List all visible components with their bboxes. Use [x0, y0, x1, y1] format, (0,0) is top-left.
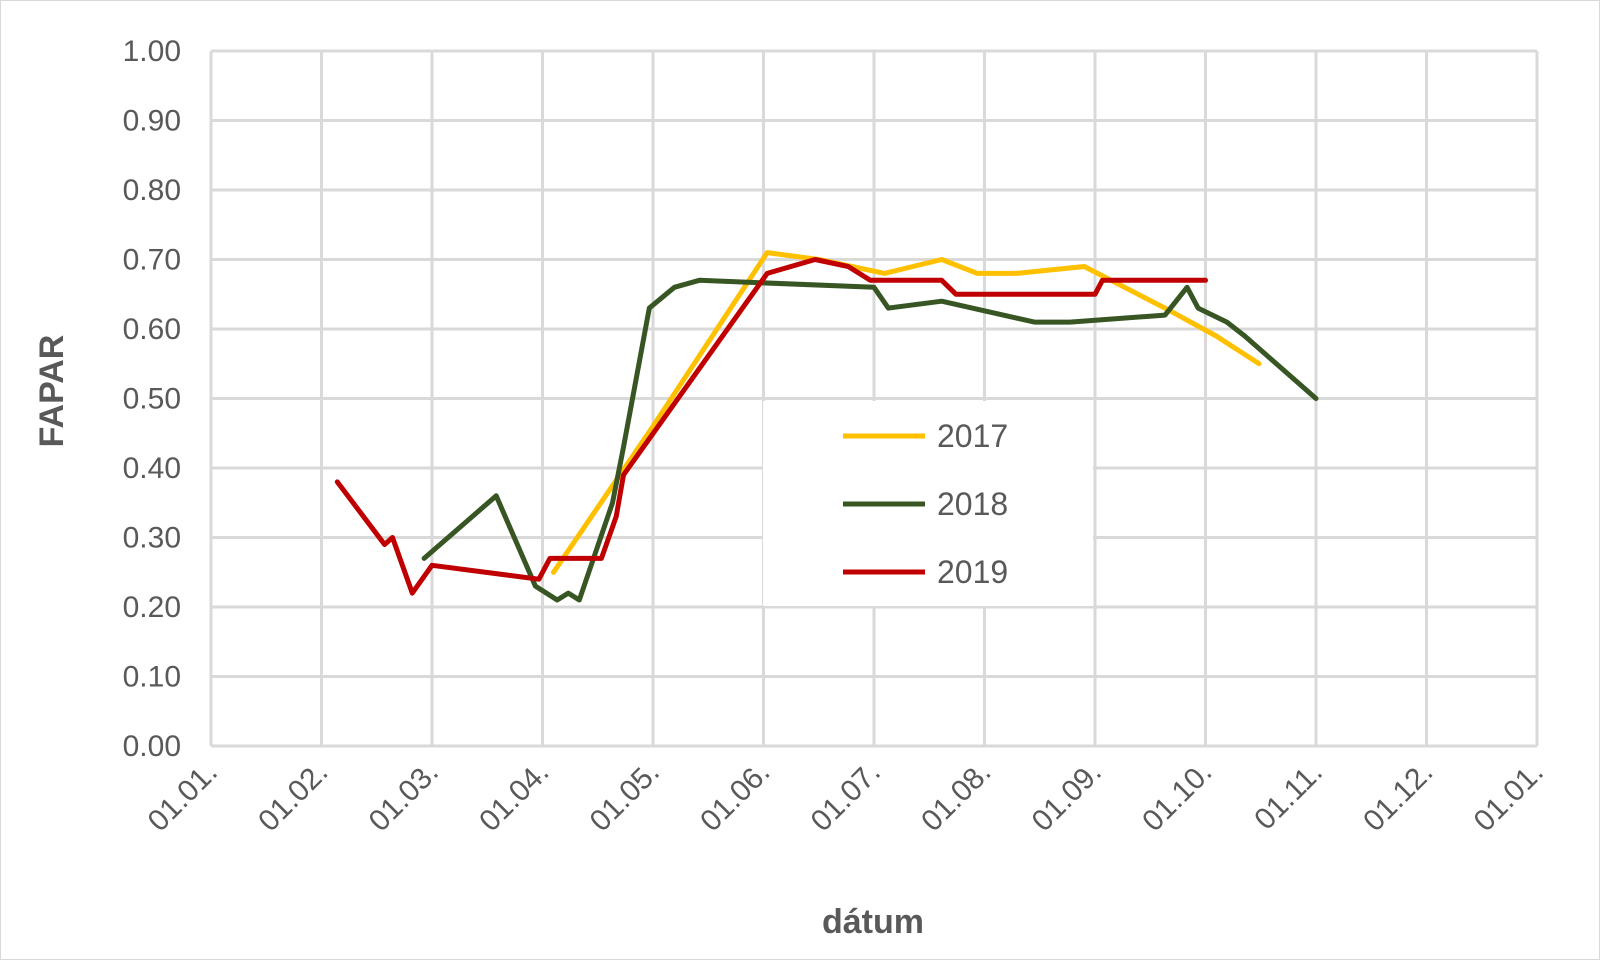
- y-tick-label: 0.50: [123, 383, 181, 416]
- x-tick-label: 01.12.: [1357, 756, 1439, 838]
- y-axis-title: FAPAR: [33, 335, 71, 448]
- x-tick-label: 01.01.: [1468, 756, 1550, 838]
- x-tick-label: 01.06.: [694, 756, 776, 838]
- x-axis-tick-labels: 01.01. 01.02. 01.03. 01.04. 01.05. 01.06. 01.0…: [142, 756, 1550, 838]
- x-tick-label: 01.05.: [584, 756, 666, 838]
- y-axis-tick-labels: 0.00 0.10 0.20 0.30 0.40 0.50 0.60 0.70 0.80 0.90…: [123, 35, 181, 763]
- y-tick-label: 0.60: [123, 313, 181, 346]
- x-axis-title: dátum: [822, 903, 924, 941]
- x-tick-label: 01.11.: [1248, 756, 1329, 837]
- x-tick-label: 01.03.: [363, 756, 445, 838]
- x-tick-label: 01.04.: [473, 756, 555, 838]
- y-tick-label: 0.90: [123, 105, 181, 138]
- gridlines: [209, 49, 1539, 748]
- legend-label-2018: 2018: [937, 486, 1008, 522]
- x-tick-label: 01.02.: [252, 756, 334, 838]
- y-tick-label: 0.70: [123, 244, 181, 277]
- y-tick-label: 0.00: [123, 730, 181, 763]
- y-tick-label: 0.20: [123, 591, 181, 624]
- y-tick-label: 0.30: [123, 522, 181, 555]
- x-tick-label: 01.09.: [1026, 756, 1108, 838]
- series-lines: [334, 250, 1319, 603]
- y-tick-label: 1.00: [123, 35, 181, 68]
- legend-box: [763, 401, 1093, 606]
- series-line-2019: [334, 257, 1208, 596]
- y-tick-label: 0.80: [123, 174, 181, 207]
- y-tick-label: 0.40: [123, 452, 181, 485]
- legend: 2017 2018 2019: [763, 401, 1093, 606]
- legend-label-2017: 2017: [937, 418, 1008, 454]
- x-tick-label: 01.08.: [915, 756, 997, 838]
- x-tick-label: 01.07.: [805, 756, 887, 838]
- y-tick-label: 0.10: [123, 661, 181, 694]
- x-tick-label: 01.01.: [142, 756, 224, 838]
- series-line-2018: [421, 277, 1319, 603]
- legend-label-2019: 2019: [937, 554, 1008, 590]
- x-tick-label: 01.10.: [1136, 756, 1218, 838]
